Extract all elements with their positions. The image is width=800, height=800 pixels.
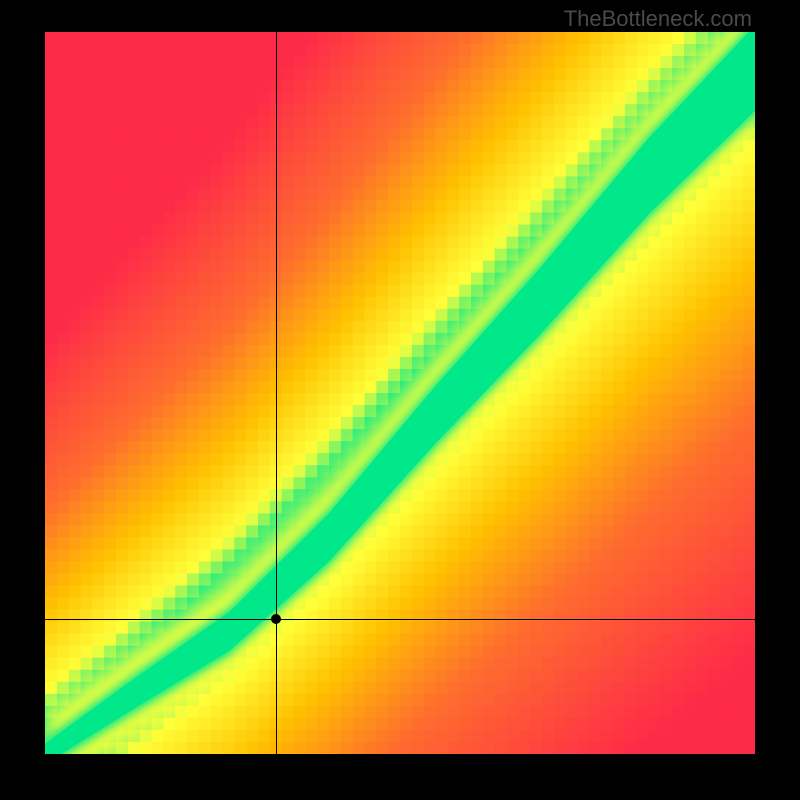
heatmap-plot [45,32,755,754]
watermark-text: TheBottleneck.com [564,6,752,32]
heatmap-gradient [45,32,755,754]
